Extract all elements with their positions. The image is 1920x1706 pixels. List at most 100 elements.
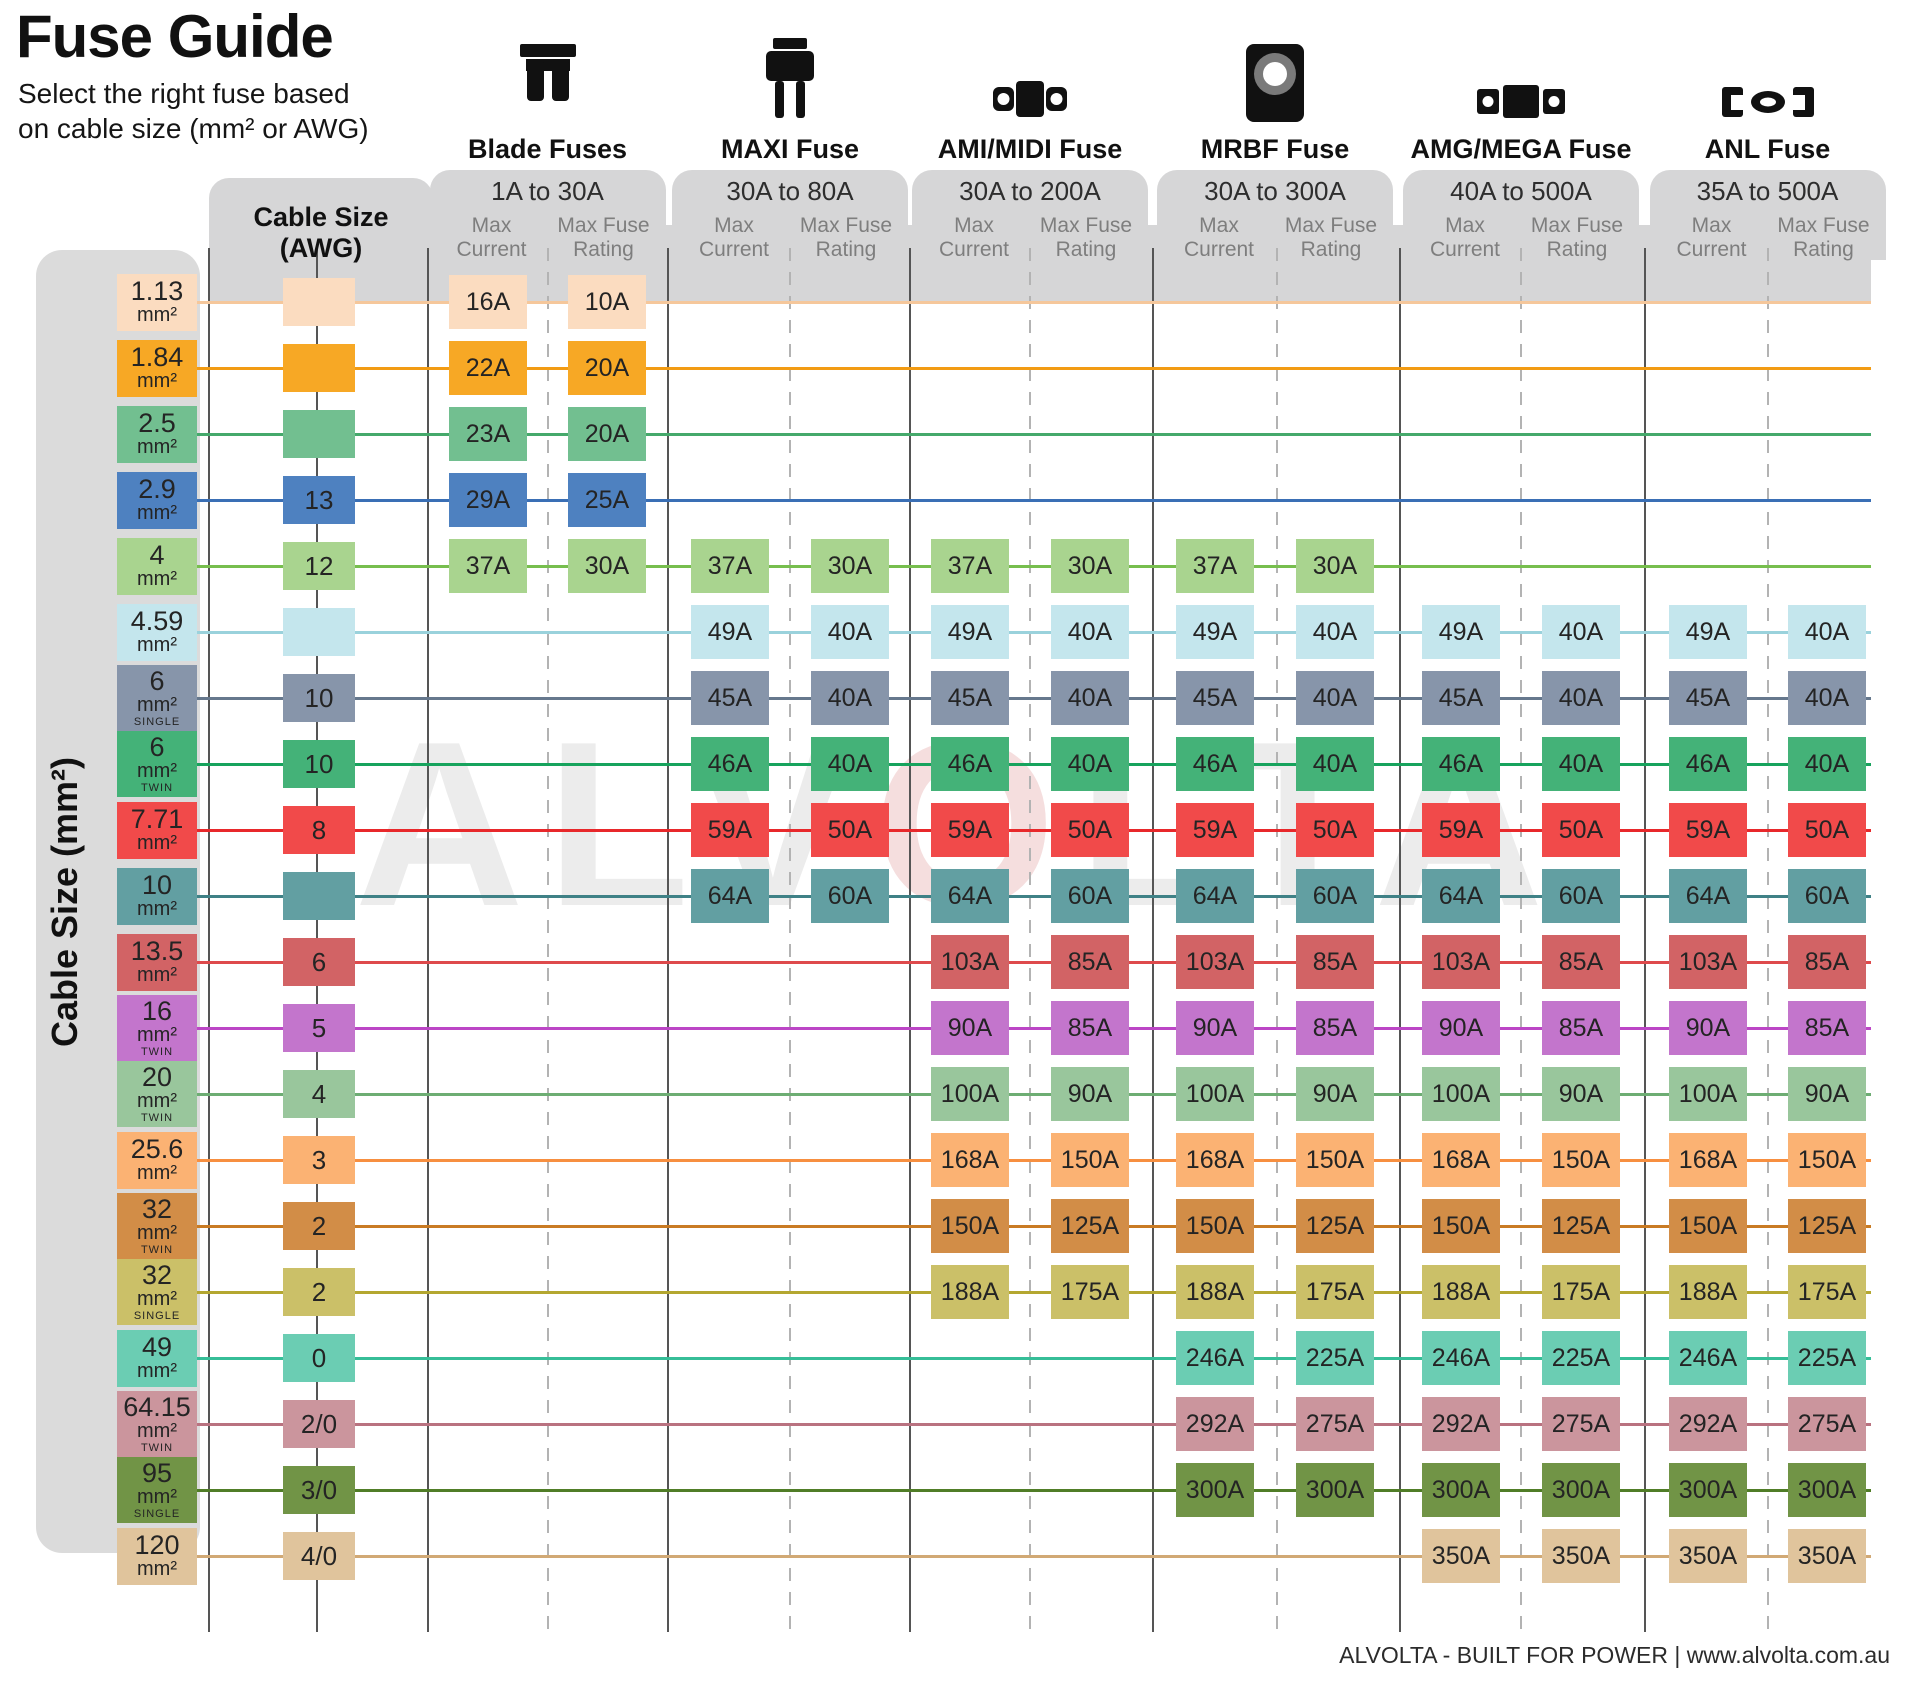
awg-chip	[283, 278, 355, 326]
max-current-chip: 188A	[1422, 1265, 1500, 1319]
fuse-group-pill	[1649, 170, 1886, 260]
max-fuse-rating-chip: 85A	[1788, 935, 1866, 989]
awg-chip	[283, 410, 355, 458]
row-line	[196, 1092, 1871, 1096]
cable-size-chip: 13.5 mm²	[117, 933, 197, 991]
max-fuse-rating-chip: 225A	[1296, 1331, 1374, 1385]
page-title: Fuse Guide	[16, 3, 334, 70]
cable-size-unit: mm²	[137, 1558, 177, 1580]
cable-size-unit: mm²	[137, 1222, 177, 1244]
cable-size-unit: mm²	[137, 694, 177, 716]
row-line	[196, 696, 1871, 700]
column-divider-solid	[667, 248, 669, 1632]
fuse-amp-range: 30A to 200A	[959, 176, 1101, 206]
max-fuse-rating-header: Max Fuse Rating	[1039, 214, 1133, 261]
max-fuse-rating-header: Max Fuse Rating	[1530, 214, 1624, 261]
cable-size-chip: 1.13 mm²	[117, 273, 197, 331]
awg-chip: 13	[283, 476, 355, 524]
max-current-chip: 45A	[691, 671, 769, 725]
cable-variant-label: TWIN	[140, 1046, 174, 1058]
max-current-chip: 100A	[1176, 1067, 1254, 1121]
awg-chip: 6	[283, 938, 355, 986]
awg-chip: 0	[283, 1334, 355, 1382]
cable-size-unit: mm²	[137, 1420, 177, 1442]
max-fuse-rating-chip: 40A	[1296, 605, 1374, 659]
cable-size-chip: 20 mm² TWIN	[117, 1061, 197, 1127]
cable-size-chip: 120 mm²	[117, 1527, 197, 1585]
max-fuse-rating-chip: 40A	[1788, 605, 1866, 659]
max-current-chip: 45A	[1669, 671, 1747, 725]
max-fuse-rating-chip: 125A	[1051, 1199, 1129, 1253]
max-fuse-rating-chip: 50A	[1051, 803, 1129, 857]
cable-size-value: 64.15	[123, 1392, 191, 1422]
max-current-chip: 59A	[1176, 803, 1254, 857]
max-fuse-rating-chip: 90A	[1296, 1067, 1374, 1121]
fuse-group-header: Blade Fuses 1A to 30A Max Current Max Fuse …	[428, 30, 668, 261]
max-fuse-rating-chip: 125A	[1788, 1199, 1866, 1253]
max-current-chip: 46A	[931, 737, 1009, 791]
max-current-chip: 49A	[691, 605, 769, 659]
cable-size-chip: 2.9 mm²	[117, 471, 197, 529]
fuse-type-name: ANL Fuse	[1704, 134, 1831, 164]
fuse-group-pill	[429, 170, 666, 260]
awg-chip: 10	[283, 674, 355, 722]
column-divider-solid	[1399, 248, 1401, 1632]
max-current-chip: 64A	[931, 869, 1009, 923]
footer-text: ALVOLTA - BUILT FOR POWER | www.alvolta.…	[1339, 1642, 1890, 1668]
max-fuse-rating-chip: 175A	[1788, 1265, 1866, 1319]
fuse-group-header: AMG/MEGA Fuse 40A to 500A Max Current Max F…	[1401, 30, 1641, 261]
max-fuse-rating-chip: 50A	[811, 803, 889, 857]
max-current-chip: 246A	[1176, 1331, 1254, 1385]
column-divider-dashed	[547, 248, 549, 1632]
awg-chip	[283, 344, 355, 392]
max-fuse-rating-chip: 40A	[1542, 737, 1620, 791]
max-fuse-rating-chip: 85A	[1296, 1001, 1374, 1055]
cable-size-chip: 1.84 mm²	[117, 339, 197, 397]
cable-size-value: 16	[141, 996, 173, 1026]
max-current-chip: 292A	[1669, 1397, 1747, 1451]
cable-variant-label: TWIN	[140, 1244, 174, 1256]
column-divider-solid	[208, 248, 210, 1632]
max-current-chip: 23A	[449, 407, 527, 461]
max-current-chip: 103A	[931, 935, 1009, 989]
anl-fuse-icon	[1648, 30, 1888, 122]
fuse-group-pill	[672, 170, 908, 260]
max-current-chip: 103A	[1669, 935, 1747, 989]
max-fuse-rating-header: Max Fuse Rating	[799, 214, 893, 261]
max-fuse-rating-chip: 125A	[1296, 1199, 1374, 1253]
row-line	[196, 1158, 1871, 1162]
max-fuse-rating-chip: 40A	[811, 671, 889, 725]
subcolumn-headers: Max Current Max Fuse Rating	[1648, 214, 1888, 262]
cable-size-chip: 10 mm²	[117, 867, 197, 925]
max-fuse-rating-chip: 225A	[1542, 1331, 1620, 1385]
cable-size-unit: mm²	[137, 964, 177, 986]
max-current-chip: 37A	[931, 539, 1009, 593]
fuse-group-pill	[912, 170, 1148, 260]
max-fuse-rating-chip: 40A	[1051, 737, 1129, 791]
cable-size-unit: mm²	[137, 634, 177, 656]
column-divider-solid	[427, 248, 429, 1632]
row-line	[196, 432, 1871, 436]
cable-variant-label: TWIN	[140, 1112, 174, 1124]
max-fuse-rating-chip: 60A	[1542, 869, 1620, 923]
fuse-group-header: MAXI Fuse 30A to 80A Max Current Max Fuse R…	[670, 30, 910, 261]
max-fuse-rating-chip: 275A	[1788, 1397, 1866, 1451]
cable-size-unit: mm²	[137, 760, 177, 782]
row-line	[196, 300, 1871, 304]
page-subtitle-line1: Select the right fuse based	[18, 78, 350, 109]
max-fuse-rating-chip: 60A	[1296, 869, 1374, 923]
cable-size-chip: 4 mm²	[117, 537, 197, 595]
column-divider-solid	[1644, 248, 1646, 1632]
max-fuse-rating-chip: 300A	[1788, 1463, 1866, 1517]
awg-column-header: Cable Size (AWG)	[253, 202, 389, 263]
max-fuse-rating-chip: 85A	[1542, 1001, 1620, 1055]
max-fuse-rating-chip: 40A	[1788, 737, 1866, 791]
max-current-chip: 46A	[1669, 737, 1747, 791]
max-current-chip: 46A	[691, 737, 769, 791]
cable-size-chip: 16 mm² TWIN	[117, 995, 197, 1061]
max-current-chip: 246A	[1669, 1331, 1747, 1385]
awg-chip: 2	[283, 1202, 355, 1250]
max-current-chip: 100A	[931, 1067, 1009, 1121]
max-current-chip: 49A	[931, 605, 1009, 659]
subcolumn-headers: Max Current Max Fuse Rating	[1155, 214, 1395, 262]
